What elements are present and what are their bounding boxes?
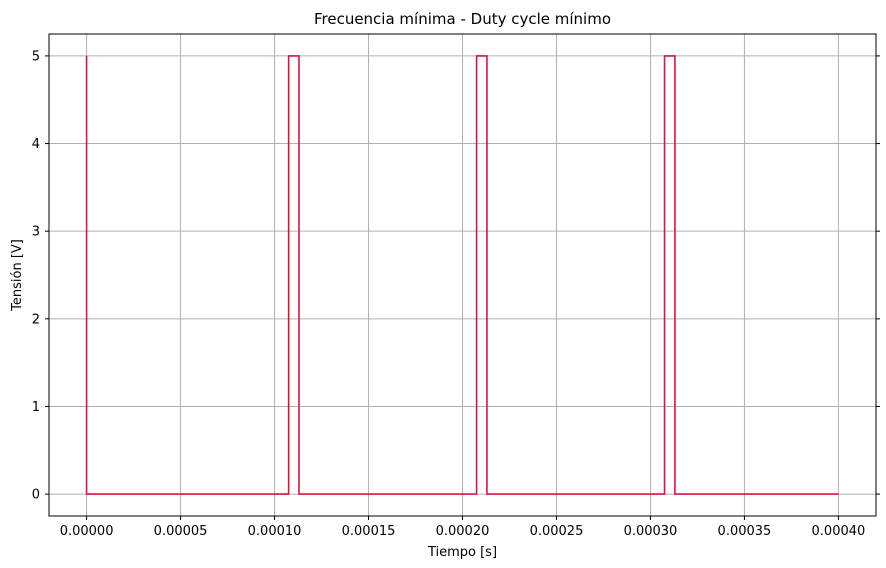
x-tick-label: 0.00015 bbox=[342, 524, 396, 539]
series-layer bbox=[85, 55, 839, 495]
x-tick-label: 0.00020 bbox=[436, 524, 490, 539]
y-tick-label: 5 bbox=[32, 49, 40, 64]
y-tick-label: 1 bbox=[32, 400, 40, 415]
axis-ticks: 0.00000 0.00005 0.00010 0.00015 0.00020 0.000… bbox=[32, 49, 880, 539]
grid-lines bbox=[49, 34, 876, 516]
chart-title: Frecuencia mínima - Duty cycle mínimo bbox=[314, 10, 611, 28]
x-tick-label: 0.00025 bbox=[530, 524, 584, 539]
y-tick-label: 0 bbox=[32, 488, 40, 503]
y-axis-label: Tensión [V] bbox=[10, 239, 25, 312]
y-tick-label: 4 bbox=[32, 137, 40, 152]
y-tick-label: 3 bbox=[32, 225, 40, 240]
y-tick-label: 2 bbox=[32, 312, 40, 327]
x-tick-label: 0.00010 bbox=[248, 524, 302, 539]
x-tick-label: 0.00000 bbox=[60, 524, 114, 539]
x-tick-label: 0.00005 bbox=[154, 524, 208, 539]
x-axis-label: Tiempo [s] bbox=[427, 545, 497, 560]
x-tick-label: 0.00040 bbox=[812, 524, 866, 539]
x-tick-label: 0.00035 bbox=[718, 524, 772, 539]
x-tick-label: 0.00030 bbox=[624, 524, 678, 539]
series-line bbox=[85, 55, 839, 495]
